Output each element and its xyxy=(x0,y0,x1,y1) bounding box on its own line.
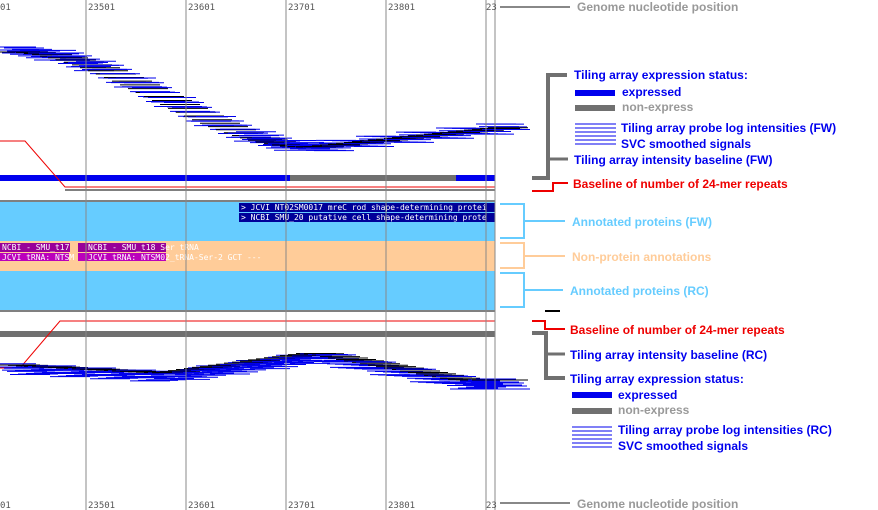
annotation-ncbi-1-label[interactable]: NCBI - SMU_t17 xyxy=(2,243,70,252)
svg-text:Annotated proteins (FW): Annotated proteins (FW) xyxy=(572,215,712,229)
tick-label: 23801 xyxy=(388,3,415,13)
tick-label: 23801 xyxy=(388,501,415,510)
fw-repeat-baseline xyxy=(0,140,495,188)
tick-label: 23 xyxy=(486,3,497,13)
tick-label: 01 xyxy=(0,3,11,13)
annotation-fw-1[interactable] xyxy=(239,203,495,212)
fw-expressed-bar xyxy=(0,175,290,181)
svg-text:SVC smoothed signals: SVC smoothed signals xyxy=(618,439,748,453)
svg-text:Tiling array expression status: Tiling array expression status: xyxy=(570,372,744,386)
svg-text:Baseline of number of 24-mer r: Baseline of number of 24-mer repeats xyxy=(573,177,788,191)
annotation-ncbi-2[interactable] xyxy=(78,243,166,252)
svg-text:Tiling array intensity baselin: Tiling array intensity baseline (FW) xyxy=(574,153,773,167)
annotated-proteins-rc-track xyxy=(0,271,495,310)
svg-text:non-express: non-express xyxy=(622,100,694,114)
annotation-jcvi-1[interactable] xyxy=(0,253,69,261)
tick-label: 23501 xyxy=(88,501,115,510)
svg-text:Non-protein annotations: Non-protein annotations xyxy=(572,250,712,264)
svg-text:expressed: expressed xyxy=(618,388,677,402)
tick-label: 23501 xyxy=(88,3,115,13)
svg-text:Tiling array probe log intensi: Tiling array probe log intensities (FW) xyxy=(621,121,836,135)
tick-label: 23601 xyxy=(188,501,215,510)
tick-label: 23701 xyxy=(288,3,315,13)
tick-label: 01 xyxy=(0,501,11,510)
legend: Genome nucleotide position Genome nucleo… xyxy=(500,0,836,510)
annotation-jcvi-2-label[interactable]: JCVI tRNA: NTSM02_tRNA-Ser-2 GCT --- xyxy=(88,253,261,262)
fw-expressed-bar xyxy=(456,175,495,181)
probe-signals xyxy=(0,46,530,390)
svg-text:Baseline of number of 24-mer r: Baseline of number of 24-mer repeats xyxy=(570,323,785,337)
tick-label: 23601 xyxy=(188,3,215,13)
svg-text:expressed: expressed xyxy=(622,85,681,99)
annotation-jcvi-2[interactable] xyxy=(78,253,166,261)
tick-label: 23701 xyxy=(288,501,315,510)
annotation-jcvi-1-label[interactable]: JCVI tRNA: NTSM xyxy=(2,253,74,262)
rc-nonexpress-bar xyxy=(0,331,495,337)
annotation-fw-2-label[interactable]: > NCBI SMU_20 putative cell shape-determ… xyxy=(241,213,487,222)
svg-text:Tiling array expression status: Tiling array expression status: xyxy=(574,68,748,82)
tick-label: 23 xyxy=(486,501,497,510)
annotation-ncbi-2-label[interactable]: NCBI - SMU_t18 Ser tRNA xyxy=(88,243,199,252)
fw-nonexpress-bar xyxy=(290,175,456,181)
svg-text:SVC smoothed signals: SVC smoothed signals xyxy=(621,137,751,151)
svg-text:Annotated proteins (RC): Annotated proteins (RC) xyxy=(570,284,709,298)
axis-label: Genome nucleotide position xyxy=(577,0,738,14)
axis-label: Genome nucleotide position xyxy=(577,497,738,510)
annotation-fw-2[interactable] xyxy=(239,213,495,222)
grid-lines xyxy=(85,0,496,510)
annotation-ncbi-1[interactable] xyxy=(0,243,70,252)
svg-text:Tiling array intensity baselin: Tiling array intensity baseline (RC) xyxy=(570,348,767,362)
svg-text:Tiling array probe log intensi: Tiling array probe log intensities (RC) xyxy=(618,423,832,437)
svg-text:non-express: non-express xyxy=(618,403,690,417)
annotation-fw-1-label[interactable]: > JCVI NT02SM0017 mreC rod shape-determi… xyxy=(241,203,487,212)
